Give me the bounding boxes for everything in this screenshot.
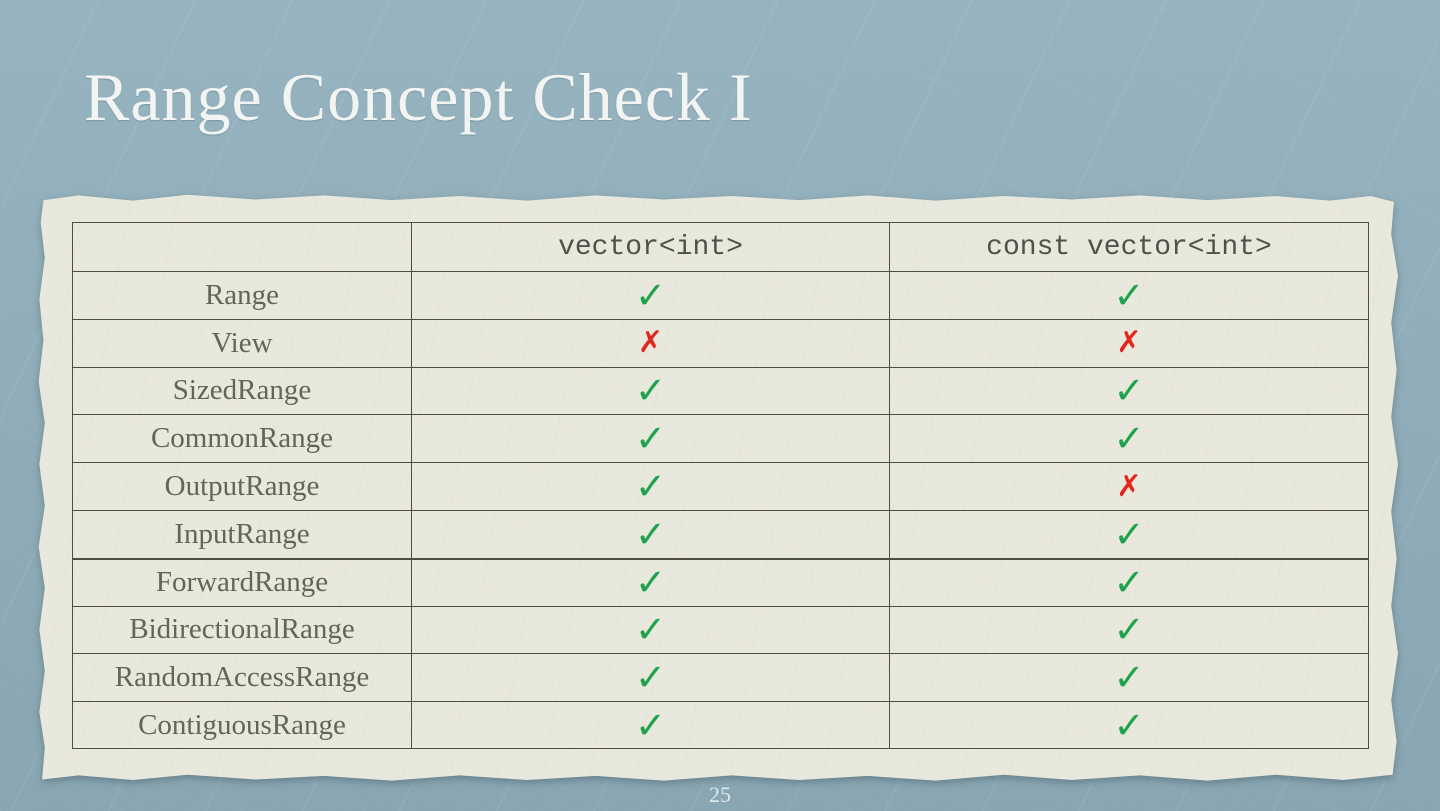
concept-label: ForwardRange [155,566,329,599]
vector-int-mark: ✓ [411,702,889,749]
table-row: RandomAccessRange ✓ ✓ [73,653,1368,702]
vector-int-mark: ✓ [411,272,889,319]
concept-label: ContiguousRange [138,709,346,742]
const-vector-int-mark: ✓ [889,415,1368,463]
concept-label: RandomAccessRange [114,661,370,694]
table-row: Range ✓ ✓ [73,271,1368,319]
header-cell-empty [73,223,411,271]
vector-int-mark: ✓ [411,559,889,606]
vector-int-mark: ✓ [411,463,889,510]
vector-int-mark: ✗ [411,319,889,367]
concept-label: View [211,326,273,359]
const-vector-int-mark: ✓ [889,559,1368,606]
page-number: 25 [709,782,731,807]
header-cell-const-vector-int: const vector<int> [889,223,1368,271]
table-row: CommonRange ✓ ✓ [73,414,1368,463]
const-vector-int-mark: ✓ [889,367,1368,415]
vector-int-mark: ✓ [411,654,889,702]
const-vector-int-mark: ✓ [889,510,1368,558]
concept-label: Range [204,278,280,311]
concept-label: CommonRange [150,422,334,455]
table-row: InputRange ✓ ✓ [73,509,1368,558]
const-vector-int-mark: ✓ [889,654,1368,702]
vector-int-mark: ✓ [411,415,889,463]
vector-int-mark: ✓ [411,510,889,558]
concept-table: vector<int> const vector<int> Range ✓ ✓ … [72,222,1369,749]
table-row: ContiguousRange ✓ ✓ [73,701,1368,749]
table-row: View ✗ ✗ [73,318,1368,367]
table-row: SizedRange ✓ ✓ [73,366,1368,415]
concept-label: BidirectionalRange [129,613,355,646]
const-vector-int-mark: ✓ [889,606,1368,654]
const-vector-int-mark: ✗ [889,319,1368,367]
header-cell-vector-int: vector<int> [411,223,889,271]
table-row: BidirectionalRange ✓ ✓ [73,605,1368,654]
concept-label: InputRange [174,517,310,550]
table-row: OutputRange ✓ ✗ [73,462,1368,510]
table-header-row: vector<int> const vector<int> [73,223,1368,271]
const-vector-int-mark: ✓ [889,272,1368,319]
slide-title: Range Concept Check I [84,59,753,135]
const-vector-int-mark: ✓ [889,702,1368,749]
vector-int-mark: ✓ [411,606,889,654]
table-body: Range ✓ ✓ View ✗ ✗ SizedRange ✓ ✓ Common… [73,271,1368,749]
concept-label: SizedRange [172,374,312,407]
table-row: ForwardRange ✓ ✓ [73,557,1368,606]
concept-label: OutputRange [164,470,320,503]
const-vector-int-mark: ✗ [889,463,1368,510]
vector-int-mark: ✓ [411,367,889,415]
